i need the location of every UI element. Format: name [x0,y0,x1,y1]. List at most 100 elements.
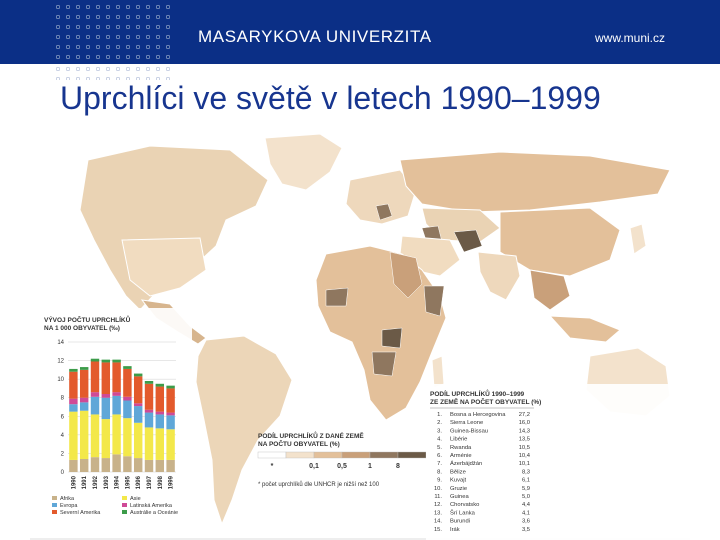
chart-bar-segment [144,381,154,384]
chart-legend-swatch [122,503,127,507]
chart-legend-label: Latinská Amerika [130,503,173,509]
university-name: MASARYKOVA UNIVERZITA [198,27,432,46]
chart-legend-label: Austrálie a Oceánie [130,510,178,516]
chart-bar-segment [166,459,175,472]
chart-ytick-label: 10 [57,377,64,383]
chart-xtick-label: 1991 [82,475,88,489]
chart-xtick-label: 1997 [147,475,153,489]
region-somalia [423,285,445,317]
ranking-rank: 12. [434,502,442,508]
chart-bar-segment [101,397,111,420]
chart-bar-segment [166,429,175,460]
chart-bar-segment [112,414,121,455]
ranking-value: 27,2 [519,412,530,418]
chart-bar-segment [155,383,165,387]
chart-ytick-label: 8 [61,396,65,402]
ranking-value: 3,6 [522,519,530,525]
ranking-rank: 11. [434,494,442,500]
region-afghanistan [453,229,483,253]
chart-bar-segment [144,427,154,460]
region-usa [121,237,207,297]
website-link[interactable]: www.muni.cz [594,31,665,45]
chart-xtick-label: 1994 [115,475,121,489]
chart-bar-segment [133,422,143,459]
chart-xtick-label: 1998 [158,475,164,489]
chart-bar-segment [133,373,143,377]
chart-bar-segment [79,367,89,370]
chart-bar-segment [155,414,165,429]
ranking-country: Libérie [450,437,467,443]
legend-swatch [341,451,371,459]
ranking-country: Kuvajt [450,478,467,484]
ranking-value: 6,1 [522,478,530,484]
chart-bar-segment [123,400,132,419]
chart-bar-segment [166,385,175,389]
ranking-country: Ázerbájdžán [450,460,482,467]
chart-bar-segment [69,459,78,472]
header-bar: MASARYKOVA UNIVERZITA www.muni.cz [0,0,720,64]
chart-bar-segment [101,394,111,398]
chart-bar-segment [79,459,89,472]
ranking-value: 4,4 [522,502,531,508]
chart-bar-segment [133,403,143,407]
chart-bar-segment [69,398,78,405]
ranking-value: 8,3 [522,469,530,475]
ranking-rank: 1. [437,412,442,418]
chart-bar-segment [155,411,165,415]
legend-class-label: * [271,463,274,470]
ranking-value: 14,3 [519,428,530,434]
ranking-country: Guinea-Bissau [450,428,488,434]
region-se-asia [529,269,571,311]
chart-legend-label: Asie [130,496,141,502]
chart-bar-segment [166,412,175,416]
chart-legend-swatch [52,510,57,514]
chart-bar-segment [101,362,111,394]
ranking-title-1: PODÍL UPRCHLÍKŮ 1990–1999 [430,388,525,398]
chart-bar-segment [69,371,78,399]
ranking-country: Guinea [450,494,469,500]
ranking-country: Chorvatsko [450,502,479,508]
ranking-rank: 6. [437,453,442,459]
legend-class-label: 0,5 [337,463,347,470]
logo-dot-grid-lower [53,64,171,80]
region-madagascar [431,355,445,389]
legend-swatch [313,451,343,459]
ranking-rank: 10. [434,486,442,492]
chart-bar-segment [69,368,78,372]
chart-bar-segment [112,392,121,396]
chart-bar-segment [112,362,121,393]
ranking-value: 5,9 [522,486,530,492]
chart-legend-swatch [52,496,57,500]
region-angola [371,351,397,377]
chart-xtick-label: 1999 [169,475,175,489]
map-legend: PODÍL UPRCHLÍKŮ Z DANÉ ZEMĚ NA POČTU OBY… [257,430,427,488]
chart-ytick-label: 4 [61,433,65,439]
chart-xtick-label: 1990 [71,475,77,489]
chart-bar-segment [90,396,100,415]
inset-chart: VÝVOJ POČTU UPRCHLÍKŮ NA 1 000 OBYVATEL … [40,308,192,520]
chart-bar-segment [79,369,89,398]
chart-bar-segment [90,358,100,362]
ranking-country: Irák [450,527,460,533]
chart-xtick-label: 1993 [104,475,110,489]
logo-dot-grid [53,2,171,64]
chart-bar-segment [90,392,100,397]
chart-ytick-label: 2 [61,451,65,457]
chart-bar-segment [112,395,121,415]
chart-xtick-label: 1995 [125,475,131,489]
chart-bar-segment [123,418,132,457]
ranking-rank: 15. [434,527,442,533]
chart-ytick-label: 14 [57,340,64,346]
chart-bar-segment [101,458,111,472]
ranking-rank: 13. [434,510,442,516]
legend-class-label: 0,1 [309,463,319,470]
chart-bar-segment [133,406,143,423]
slide-title: Uprchlíci ve světě v letech 1990–1999 [60,80,601,116]
chart-xtick-label: 1996 [136,475,142,489]
legend-swatch [285,451,315,459]
chart-bar-segment [69,411,78,460]
ranking-country: Šrí Lanka [450,509,476,516]
chart-bar-segment [133,458,143,472]
chart-legend-swatch [122,496,127,500]
ranking-value: 3,5 [522,527,530,533]
